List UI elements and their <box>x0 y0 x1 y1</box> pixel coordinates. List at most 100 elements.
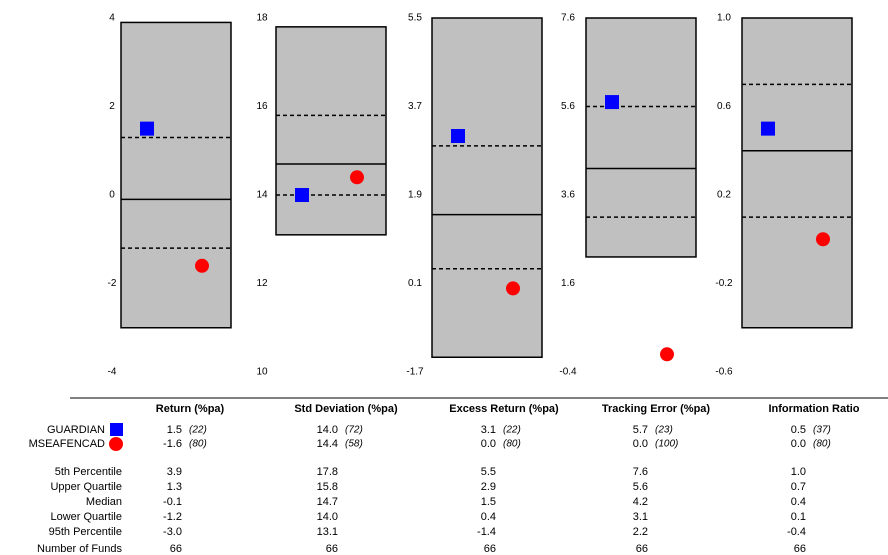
stat-value: 14.7 <box>317 496 338 508</box>
legend-label: GUARDIAN <box>47 424 105 436</box>
y-tick-label: -0.2 <box>715 278 733 289</box>
fund-value: 0.5 <box>791 424 806 436</box>
stat-value: 0.4 <box>481 511 496 523</box>
legend-marker <box>110 423 123 436</box>
stat-value: 15.8 <box>317 481 338 493</box>
stat-value: -0.1 <box>163 496 182 508</box>
y-tick-label: -2 <box>108 278 117 289</box>
y-tick-label: 1.0 <box>717 13 731 24</box>
stat-value: -1.4 <box>477 526 496 538</box>
marker-circle <box>350 170 364 185</box>
fund-rank: (37) <box>813 425 831 436</box>
marker-circle <box>816 232 830 247</box>
stat-label: Upper Quartile <box>50 481 122 493</box>
marker-circle <box>506 281 520 296</box>
marker-square <box>761 121 775 136</box>
y-tick-label: 5.5 <box>408 13 422 24</box>
fund-value: 14.0 <box>317 424 338 436</box>
fund-count: 66 <box>326 543 338 555</box>
stat-label: Median <box>86 496 122 508</box>
stat-value: 1.0 <box>791 466 806 478</box>
percentile-box <box>741 17 853 329</box>
stat-value: 13.1 <box>317 526 338 538</box>
stat-label: 95th Percentile <box>49 526 122 538</box>
marker-circle <box>195 258 209 273</box>
y-tick-label: 2 <box>109 101 115 112</box>
count-label: Number of Funds <box>37 543 122 555</box>
stat-value: -3.0 <box>163 526 182 538</box>
fund-value: 14.4 <box>317 438 338 450</box>
fund-value: 5.7 <box>633 424 648 436</box>
y-tick-label: -0.4 <box>559 367 577 378</box>
stat-value: 2.9 <box>481 481 496 493</box>
y-tick-label: 18 <box>256 13 268 24</box>
y-tick-label: -0.6 <box>715 367 733 378</box>
stat-value: 1.5 <box>481 496 496 508</box>
fund-value: 3.1 <box>481 424 496 436</box>
stat-value: 0.4 <box>791 496 806 508</box>
marker-square <box>451 129 465 143</box>
stat-value: 5.6 <box>633 481 648 493</box>
legend-label: MSEAFENCAD <box>29 438 105 450</box>
stat-value: 1.3 <box>167 481 182 493</box>
y-tick-label: 7.6 <box>561 13 575 24</box>
y-tick-label: 14 <box>256 190 268 201</box>
y-tick-label: 5.6 <box>561 101 575 112</box>
stat-value: 14.0 <box>317 511 338 523</box>
fund-count: 66 <box>794 543 806 555</box>
y-tick-label: 0.2 <box>717 190 731 201</box>
stat-value: -0.4 <box>787 526 806 538</box>
fund-rank: (80) <box>503 439 521 450</box>
marker-square <box>295 188 309 202</box>
stat-value: 2.2 <box>633 526 648 538</box>
fund-value: 0.0 <box>633 438 648 450</box>
percentile-box <box>431 17 543 358</box>
percentile-box <box>275 26 387 236</box>
fund-count: 66 <box>170 543 182 555</box>
stat-value: 17.8 <box>317 466 338 478</box>
stat-label: 5th Percentile <box>55 466 122 478</box>
y-tick-label: 1.6 <box>561 278 575 289</box>
stat-value: 5.5 <box>481 466 496 478</box>
percentile-box <box>120 21 232 329</box>
y-tick-label: 12 <box>256 278 268 289</box>
y-tick-label: 3.6 <box>561 190 575 201</box>
fund-value: -1.6 <box>163 438 182 450</box>
legend-marker <box>109 437 123 451</box>
fund-rank: (80) <box>189 439 207 450</box>
marker-square <box>605 95 619 110</box>
stat-label: Lower Quartile <box>50 511 122 523</box>
fund-rank: (23) <box>655 425 673 436</box>
column-header: Information Ratio <box>768 403 859 415</box>
fund-rank: (58) <box>345 439 363 450</box>
y-tick-label: 0 <box>109 190 115 201</box>
y-tick-label: -4 <box>108 367 117 378</box>
fund-rank: (72) <box>345 425 363 436</box>
y-tick-label: 0.6 <box>717 101 731 112</box>
fund-rank: (22) <box>503 425 521 436</box>
fund-count: 66 <box>484 543 496 555</box>
stat-value: -1.2 <box>163 511 182 523</box>
fund-value: 1.5 <box>167 424 182 436</box>
y-tick-label: 10 <box>256 367 268 378</box>
marker-circle <box>660 347 674 362</box>
y-tick-label: -1.7 <box>406 367 424 378</box>
marker-square <box>140 121 154 136</box>
y-tick-label: 16 <box>256 101 268 112</box>
stat-value: 0.1 <box>791 511 806 523</box>
stat-value: 7.6 <box>633 466 648 478</box>
fund-count: 66 <box>636 543 648 555</box>
stat-value: 3.9 <box>167 466 182 478</box>
column-header: Excess Return (%pa) <box>449 403 559 415</box>
fund-rank: (22) <box>189 425 207 436</box>
stat-value: 0.7 <box>791 481 806 493</box>
y-tick-label: 3.7 <box>408 101 422 112</box>
fund-value: 0.0 <box>791 438 806 450</box>
y-tick-label: 0.1 <box>408 278 422 289</box>
fund-rank: (100) <box>655 439 678 450</box>
fund-value: 0.0 <box>481 438 496 450</box>
percentile-box <box>585 17 697 258</box>
y-tick-label: 1.9 <box>408 190 422 201</box>
